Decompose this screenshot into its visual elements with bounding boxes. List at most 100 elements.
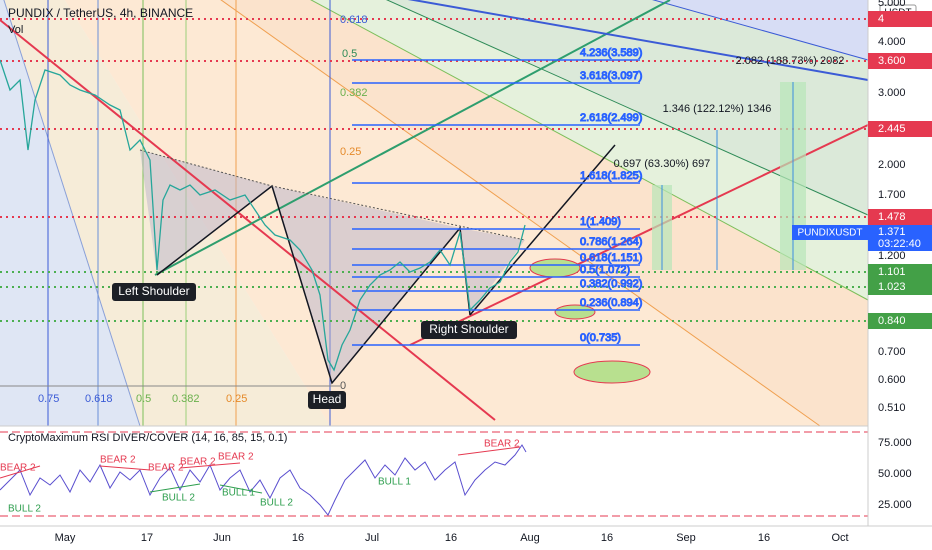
- time-tick: Oct: [831, 532, 848, 544]
- annotation-box: [112, 283, 196, 301]
- price-tag: [868, 313, 932, 329]
- symbol-tag: [792, 225, 868, 240]
- fib-label: 3.618(3.097): [580, 70, 642, 82]
- fib-label: 0.236(0.894): [580, 297, 642, 309]
- fib-label: 1(1.409): [580, 216, 621, 228]
- bull-label: BULL 2: [260, 498, 293, 509]
- measure-label: 0.697 (63.30%) 697: [614, 158, 711, 170]
- trend-line: [469, 144, 616, 316]
- fib-label: 0.5(1.072): [580, 264, 630, 276]
- time-tick: 16: [601, 532, 613, 544]
- symbol-title: PUNDIX / TetherUS, 4h, BINANCE: [8, 6, 193, 20]
- fib-label: 0.382(0.992): [580, 278, 642, 290]
- fan-bottom-label: 0.382: [172, 393, 200, 405]
- time-tick: Sep: [676, 532, 696, 544]
- countdown: 03:22:40: [878, 238, 921, 250]
- fan-zone: [0, 0, 140, 426]
- indicator-tick: 75.000: [878, 437, 912, 449]
- price-tag: [868, 121, 932, 137]
- fan-label: 0.382: [340, 87, 368, 99]
- price-tick: 2.000: [878, 159, 906, 171]
- time-tick: 17: [141, 532, 153, 544]
- price-tick: 0.600: [878, 374, 906, 386]
- measure-label: 1.346 (122.12%) 1346: [663, 103, 772, 115]
- fib-lines: 4.236(3.589) 3.618(3.097) 2.618(2.499) 1.61…: [352, 46, 643, 346]
- current-price: 1.371: [878, 226, 906, 238]
- time-tick: 16: [292, 532, 304, 544]
- price-tick: 0.700: [878, 346, 906, 358]
- indicator-tick: 50.000: [878, 468, 912, 480]
- convergence: [149, 483, 201, 493]
- fan-zone: [221, 0, 868, 426]
- fan-line: [310, 0, 869, 301]
- target-ellipse: [573, 360, 651, 384]
- price-tag: [868, 264, 932, 280]
- bear-label: BEAR 2: [218, 452, 254, 463]
- fib-label: 0.618(1.151): [580, 252, 642, 264]
- price-tag-text: 1.023: [878, 281, 906, 293]
- divergence: [457, 446, 521, 456]
- price-tag: [868, 279, 932, 295]
- price-tick: 4.000: [878, 36, 906, 48]
- bear-label: BEAR 2: [0, 463, 36, 474]
- fan-bottom-label: 0.75: [38, 393, 59, 405]
- indicator-tick: 25.000: [878, 499, 912, 511]
- price-tick: 5.000: [878, 0, 906, 9]
- fan-bottom-label: 0.25: [226, 393, 247, 405]
- measure-label: 2.082 (188.73%) 2082: [736, 55, 845, 67]
- time-tick: Jul: [365, 532, 379, 544]
- fan-line: [386, 0, 869, 216]
- fan-bottom-label: 0.618: [85, 393, 113, 405]
- trend-line: [407, 0, 869, 81]
- bear-label: BEAR 2: [100, 455, 136, 466]
- symbol-tag-text: PUNDIXUSDT: [797, 228, 862, 239]
- convergence: [219, 484, 263, 494]
- fan-bottom-label: 0.5: [136, 393, 151, 405]
- fan-line: [651, 0, 869, 61]
- fib-label: 1.618(1.825): [580, 170, 642, 182]
- levels: [0, 0, 869, 421]
- price-tag-text: 1.101: [878, 266, 906, 278]
- indicator-pane: [0, 426, 868, 526]
- fan-zones: [0, 0, 869, 427]
- price-tick: 1.700: [878, 189, 906, 201]
- time-tick: 16: [758, 532, 770, 544]
- fan-label: 0.5: [342, 48, 357, 60]
- price-tag: [868, 53, 932, 69]
- fan-zone: [64, 0, 820, 426]
- current-price-tag: [868, 225, 932, 251]
- fan-label: 0.25: [340, 146, 361, 158]
- annotation: Head: [313, 392, 342, 406]
- fib-label: 0(0.735): [580, 332, 621, 344]
- price-tag-text: 3.600: [878, 55, 906, 67]
- fib-label: 2.618(2.499): [580, 112, 642, 124]
- volume-label: Vol: [8, 24, 23, 36]
- annotation-box: [421, 321, 517, 339]
- rsi-line: [0, 444, 527, 516]
- indicator-title: CryptoMaximum RSI DIVER/COVER (14, 16, 8…: [8, 432, 287, 444]
- price-tag-text: 0.840: [878, 315, 906, 327]
- price-tick: 0.510: [878, 402, 906, 414]
- price-tag: [868, 11, 932, 27]
- neckline: [139, 149, 526, 241]
- bear-label: BEAR 2: [484, 439, 520, 450]
- divergence: [99, 465, 151, 471]
- bull-label: BULL 1: [378, 477, 411, 488]
- time-tick: Jun: [213, 532, 231, 544]
- annotation: Right Shoulder: [429, 322, 508, 336]
- price-tick: 1.200: [878, 250, 906, 262]
- time-tick: Aug: [520, 532, 540, 544]
- pattern-fill: [140, 150, 525, 383]
- time-tick: May: [55, 532, 76, 544]
- bear-label: BEAR 2: [180, 457, 216, 468]
- divergence: [0, 465, 41, 479]
- annotation-box: [308, 391, 346, 409]
- fib-label: 4.236(3.589): [580, 47, 642, 59]
- fan-label: 0.618: [340, 14, 368, 26]
- price-tag: [868, 209, 932, 225]
- time-tick: 16: [445, 532, 457, 544]
- price-tag-text: 2.445: [878, 123, 906, 135]
- annotation: Left Shoulder: [118, 284, 189, 298]
- bear-label: BEAR 2: [148, 463, 184, 474]
